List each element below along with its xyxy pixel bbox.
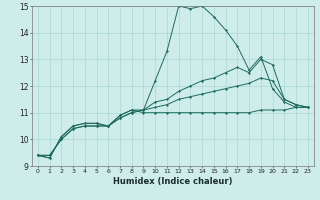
X-axis label: Humidex (Indice chaleur): Humidex (Indice chaleur) — [113, 177, 233, 186]
